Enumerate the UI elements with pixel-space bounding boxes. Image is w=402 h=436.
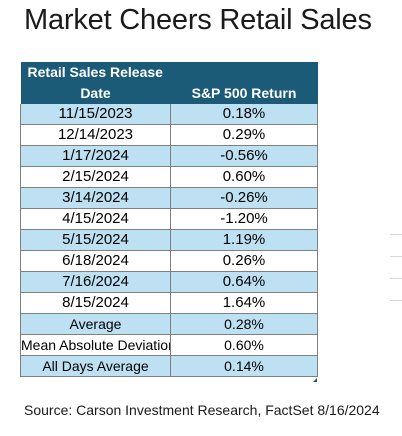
table-resize-handle — [313, 378, 317, 382]
summary-label-cell: All Days Average — [20, 355, 171, 377]
summary-value-cell: 0.28% — [170, 313, 318, 335]
summary-row: Mean Absolute Deviation 0.60% — [20, 334, 318, 356]
table-row: 11/15/2023 0.18% — [20, 104, 318, 125]
date-cell: 6/18/2024 — [20, 250, 171, 272]
return-cell: 0.18% — [170, 104, 318, 125]
date-cell: 5/15/2024 — [20, 229, 171, 251]
return-cell: -0.26% — [170, 187, 318, 209]
table-row: 7/16/2024 0.64% — [20, 271, 318, 293]
summary-row: Average 0.28% — [20, 313, 318, 335]
date-cell: 11/15/2023 — [20, 104, 171, 125]
returns-table: Retail Sales Release Date S&P 500 Return… — [20, 62, 318, 377]
table-row: 3/14/2024 -0.26% — [20, 187, 318, 209]
summary-value-cell: 0.60% — [170, 334, 318, 356]
return-cell: 0.29% — [170, 124, 318, 146]
date-cell: 2/15/2024 — [20, 166, 171, 188]
table-row: 4/15/2024 -1.20% — [20, 208, 318, 230]
return-cell: -1.20% — [170, 208, 318, 230]
header-return: S&P 500 Return — [170, 83, 318, 104]
return-cell: 0.64% — [170, 271, 318, 293]
edge-line — [390, 256, 402, 257]
header-date-line1: Retail Sales Release — [20, 62, 171, 83]
edge-line — [390, 278, 402, 279]
summary-row: All Days Average 0.14% — [20, 355, 318, 377]
date-cell: 8/15/2024 — [20, 292, 171, 314]
date-cell: 4/15/2024 — [20, 208, 171, 230]
table-row: 1/17/2024 -0.56% — [20, 145, 318, 167]
table-row: 12/14/2023 0.29% — [20, 124, 318, 146]
date-cell: 7/16/2024 — [20, 271, 171, 293]
summary-value-cell: 0.14% — [170, 355, 318, 377]
return-cell: -0.56% — [170, 145, 318, 167]
date-cell: 12/14/2023 — [20, 124, 171, 146]
table-header: Retail Sales Release Date S&P 500 Return — [20, 62, 318, 104]
return-cell: 0.26% — [170, 250, 318, 272]
date-cell: 3/14/2024 — [20, 187, 171, 209]
table-body: 11/15/2023 0.18% 12/14/2023 0.29% 1/17/2024-… — [20, 104, 318, 377]
return-cell: 0.60% — [170, 166, 318, 188]
table-row: 2/15/2024 0.60% — [20, 166, 318, 188]
table-row: 8/15/2024 1.64% — [20, 292, 318, 314]
edge-line — [390, 300, 402, 301]
header-date-line2: Date — [20, 83, 171, 104]
return-cell: 1.19% — [170, 229, 318, 251]
page-title: Market Cheers Retail Sales — [24, 4, 372, 36]
date-cell: 1/17/2024 — [20, 145, 171, 167]
table-row: 6/18/2024 0.26% — [20, 250, 318, 272]
return-cell: 1.64% — [170, 292, 318, 314]
edge-line — [390, 234, 402, 235]
table-row: 5/15/2024 1.19% — [20, 229, 318, 251]
source-note: Source: Carson Investment Research, Fact… — [24, 402, 380, 418]
summary-label-cell: Mean Absolute Deviation — [20, 334, 171, 356]
summary-label-cell: Average — [20, 313, 171, 335]
returns-table-container: Retail Sales Release Date S&P 500 Return… — [20, 62, 318, 377]
header-blank — [170, 62, 318, 83]
